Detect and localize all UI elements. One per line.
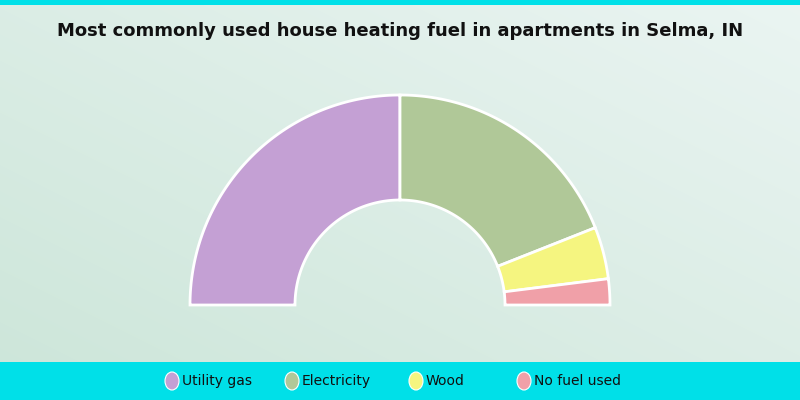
Ellipse shape bbox=[409, 372, 423, 390]
Text: No fuel used: No fuel used bbox=[534, 374, 621, 388]
Text: Wood: Wood bbox=[426, 374, 465, 388]
Polygon shape bbox=[504, 279, 610, 305]
Polygon shape bbox=[190, 95, 400, 305]
Polygon shape bbox=[400, 95, 595, 266]
Ellipse shape bbox=[517, 372, 531, 390]
Text: Electricity: Electricity bbox=[302, 374, 371, 388]
Ellipse shape bbox=[165, 372, 179, 390]
Text: Most commonly used house heating fuel in apartments in Selma, IN: Most commonly used house heating fuel in… bbox=[57, 22, 743, 40]
Bar bbox=[0, 0, 800, 5]
Bar bbox=[0, 362, 800, 400]
Ellipse shape bbox=[285, 372, 299, 390]
Text: Utility gas: Utility gas bbox=[182, 374, 252, 388]
Polygon shape bbox=[498, 228, 608, 292]
